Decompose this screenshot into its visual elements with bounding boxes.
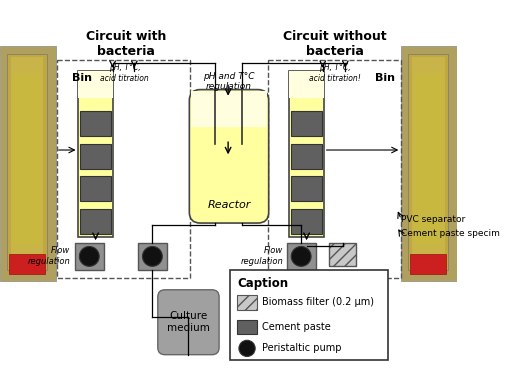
Bar	[289, 71, 323, 98]
Circle shape	[239, 340, 255, 356]
Bar	[7, 54, 47, 270]
Text: Circuit without
bacteria: Circuit without bacteria	[283, 30, 386, 58]
Text: PVC separator: PVC separator	[401, 215, 465, 224]
Bar	[329, 243, 356, 266]
Bar	[414, 73, 443, 245]
Bar	[79, 71, 113, 238]
Bar	[291, 111, 322, 136]
Text: pH, T°C,
acid titration!: pH, T°C, acid titration!	[309, 64, 360, 83]
Bar	[57, 60, 190, 278]
Text: Caption: Caption	[237, 277, 288, 290]
Circle shape	[79, 247, 99, 266]
Bar	[409, 54, 448, 270]
Text: Bin: Bin	[72, 73, 92, 83]
FancyBboxPatch shape	[158, 290, 219, 355]
Text: Circuit with
bacteria: Circuit with bacteria	[86, 30, 166, 58]
Bar	[0, 46, 56, 281]
Bar	[412, 57, 445, 266]
Text: Reactor: Reactor	[207, 200, 250, 210]
Text: pH and T°C
regulation: pH and T°C regulation	[203, 72, 255, 91]
Text: Peristaltic pump: Peristaltic pump	[263, 343, 342, 353]
Bar	[230, 270, 388, 360]
Text: Bin: Bin	[375, 73, 395, 83]
Bar	[291, 176, 322, 201]
Bar	[80, 144, 111, 169]
Bar	[291, 144, 322, 169]
Text: Cement paste: Cement paste	[263, 322, 331, 332]
Bar	[237, 319, 257, 334]
Bar	[80, 111, 111, 136]
Bar	[237, 295, 257, 310]
Bar	[11, 57, 43, 266]
Bar	[75, 243, 104, 270]
Bar	[410, 254, 446, 274]
Bar	[401, 46, 457, 281]
Bar	[287, 243, 315, 270]
FancyBboxPatch shape	[189, 90, 269, 223]
Bar	[289, 71, 323, 238]
Bar	[79, 71, 113, 98]
Text: Biomass filter (0.2 μm): Biomass filter (0.2 μm)	[263, 298, 374, 307]
Text: Flow
regulation: Flow regulation	[240, 247, 283, 266]
Bar	[80, 176, 111, 201]
Bar	[13, 73, 42, 245]
Bar	[191, 91, 267, 127]
Bar	[291, 209, 322, 234]
Text: pH, T°C,
acid titration: pH, T°C, acid titration	[100, 64, 149, 83]
Text: Cement paste specim: Cement paste specim	[401, 229, 500, 238]
Bar	[138, 243, 167, 270]
Bar	[80, 209, 111, 234]
Bar	[268, 60, 401, 278]
Circle shape	[291, 247, 311, 266]
Circle shape	[142, 247, 162, 266]
Text: Flow
regulation: Flow regulation	[27, 247, 70, 266]
Text: Culture
medium: Culture medium	[167, 311, 210, 333]
Bar	[9, 254, 45, 274]
